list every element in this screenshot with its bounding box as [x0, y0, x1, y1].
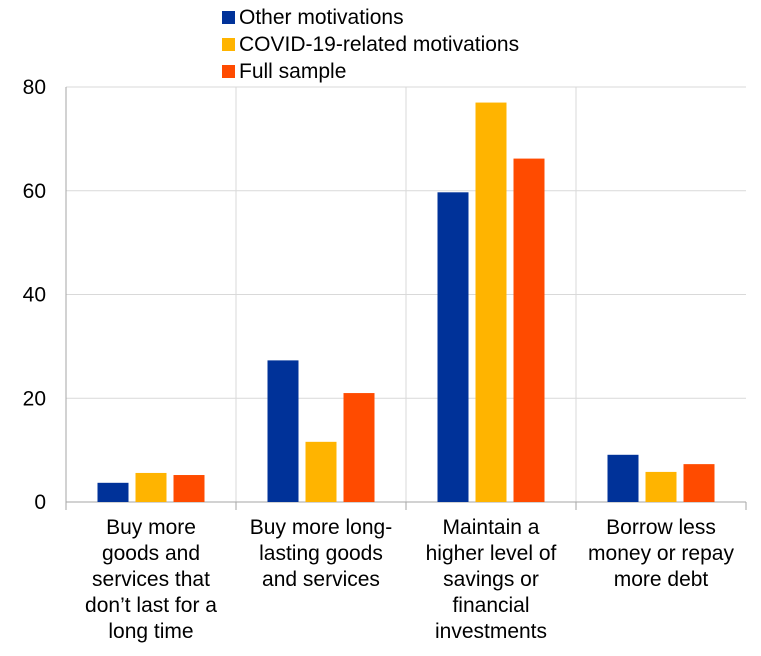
x-tick-label-line: more debt [613, 568, 709, 591]
x-tick-label-1: Buy more long-lasting goods and services [236, 515, 406, 593]
bars [97, 102, 715, 502]
y-tick-labels: 0 20 40 60 80 [23, 76, 46, 514]
x-tick-label-line: Buy more long- [249, 516, 393, 539]
legend-item-2: Full sample [222, 58, 519, 85]
x-tick-label-3: Borrow less money or repay more debt [576, 515, 746, 593]
y-tick-label-4: 80 [23, 76, 46, 99]
x-tick-label-line: savings or [443, 568, 539, 591]
legend-label-1: COVID-19-related motivations [239, 32, 520, 56]
bar-1-0 [267, 360, 299, 502]
x-tick-label-line: Buy more [106, 516, 196, 539]
bar-3-1 [645, 471, 677, 502]
legend-swatch-2 [222, 65, 235, 78]
y-tick-label-1: 20 [23, 387, 46, 410]
bar-0-1 [135, 472, 167, 502]
legend-label-0: Other motivations [239, 5, 404, 29]
x-tick-label-line: investments [434, 620, 548, 643]
bar-1-2 [343, 393, 375, 502]
bar-3-0 [607, 454, 639, 502]
bar-2-0 [437, 192, 469, 502]
bar-3-2 [683, 464, 715, 502]
x-tick-label-line: money or repay [588, 542, 734, 565]
bar-2-2 [513, 158, 545, 502]
y-tick-label-3: 60 [23, 180, 46, 203]
bar-0-2 [173, 475, 205, 502]
x-tick-label-line: don’t last for a [85, 594, 217, 617]
bar-2-1 [475, 102, 507, 502]
x-tick-label-0: Buy more goods and services that don’t last… [66, 515, 236, 645]
x-tick-label-line: lasting goods [259, 542, 383, 565]
legend-swatch-0 [222, 11, 235, 24]
x-tick-label-line: services that [92, 568, 210, 591]
bar-1-1 [305, 441, 337, 502]
x-tick-label-line: Borrow less [606, 516, 716, 539]
legend: Other motivations COVID-19-related motiva… [222, 4, 519, 85]
x-tick-label-line: long time [108, 620, 194, 643]
legend-item-1: COVID-19-related motivations [222, 31, 519, 58]
y-tick-label-0: 0 [34, 491, 46, 514]
legend-label-2: Full sample [239, 59, 347, 83]
x-tick-label-line: and services [262, 568, 380, 591]
legend-swatch-1 [222, 38, 235, 51]
x-tick-label-line: financial [452, 594, 530, 617]
x-tick-label-2: Maintain a higher level of savings or finan… [406, 515, 576, 645]
x-tick-label-line: Maintain a [442, 516, 540, 539]
gridlines [66, 86, 746, 502]
x-tick-label-line: goods and [101, 542, 201, 565]
legend-item-0: Other motivations [222, 4, 519, 31]
bar-0-0 [97, 482, 129, 502]
y-tick-label-2: 40 [23, 284, 46, 307]
x-tick-label-line: higher level of [425, 542, 557, 565]
